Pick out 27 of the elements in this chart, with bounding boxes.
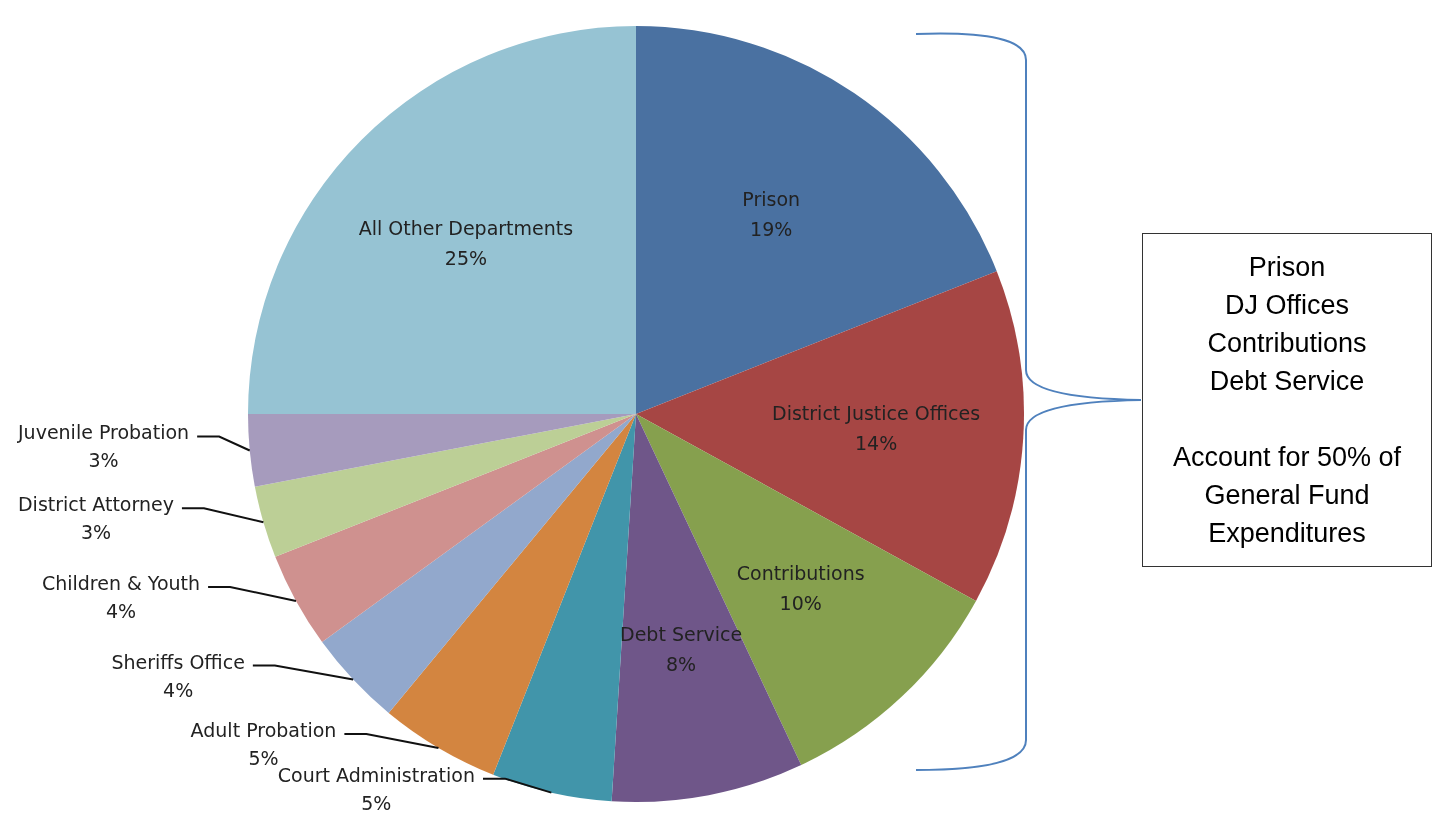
data-label: 19% <box>750 217 793 240</box>
data-label: 5% <box>248 746 279 769</box>
data-label: 5% <box>361 791 392 814</box>
slice-label: District Justice Offices <box>772 402 981 425</box>
slice-label: Sheriffs Office <box>111 650 245 673</box>
data-label: 3% <box>80 521 112 544</box>
slice-label: Children & Youth <box>41 571 201 594</box>
slice-label: Juvenile Probation <box>17 421 190 444</box>
slice-label: Debt Service <box>620 623 743 646</box>
text: Contributions <box>1206 327 1368 360</box>
data-label: 3% <box>88 449 119 472</box>
data-label: 8% <box>666 653 697 676</box>
data-label: 4% <box>105 599 137 622</box>
text: Prison <box>1247 251 1327 284</box>
data-label: 4% <box>163 678 194 701</box>
data-label: 25% <box>444 246 488 269</box>
data-label: 10% <box>779 592 822 615</box>
slice-label: Prison <box>742 187 801 210</box>
slice-label: Contributions <box>736 562 865 585</box>
slice-label: District Attorney <box>17 493 174 516</box>
text: Debt Service <box>1208 365 1366 398</box>
slice-label: Court Administration <box>277 763 475 786</box>
text: DJ Offices <box>1224 289 1350 322</box>
data-label: 14% <box>854 432 898 455</box>
slice-label: All Other Departments <box>358 216 574 239</box>
slice-label: Adult Probation <box>190 718 337 741</box>
text: Account for 50% of General Fund Expenditures <box>1171 441 1403 550</box>
